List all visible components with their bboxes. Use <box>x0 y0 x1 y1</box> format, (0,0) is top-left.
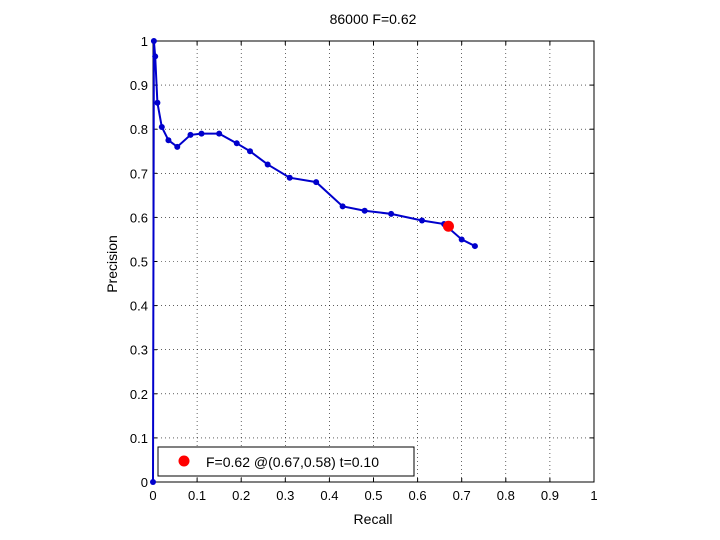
y-tick-label: 0.1 <box>130 431 148 446</box>
x-tick-label: 0.1 <box>188 488 206 503</box>
x-tick-label: 1 <box>590 488 597 503</box>
pr-curve-line <box>152 40 476 483</box>
data-point <box>264 161 271 168</box>
x-tick-label: 0 <box>149 488 156 503</box>
y-tick-label: 0.4 <box>130 299 148 314</box>
x-tick-label: 0.8 <box>497 488 515 503</box>
data-point <box>158 123 165 130</box>
y-tick-label: 0.5 <box>130 255 148 270</box>
data-point <box>247 148 254 155</box>
data-point <box>388 210 395 217</box>
y-tick-label: 0 <box>141 475 148 490</box>
chart-title: 86000 F=0.62 <box>330 11 417 27</box>
data-point <box>458 236 465 243</box>
data-point <box>233 140 240 147</box>
legend-marker <box>178 455 190 467</box>
best-point-group <box>442 220 454 232</box>
x-tick-label: 0.7 <box>453 488 471 503</box>
y-axis-label: Precision <box>104 235 120 293</box>
data-point <box>174 143 181 150</box>
data-point <box>419 217 426 224</box>
x-tick-label: 0.9 <box>541 488 559 503</box>
y-tick-label: 0.6 <box>130 210 148 225</box>
data-point <box>152 53 159 60</box>
data-point <box>471 243 478 250</box>
legend-label: F=0.62 @(0.67,0.58) t=0.10 <box>206 454 379 470</box>
data-point <box>165 137 172 144</box>
x-tick-label: 0.2 <box>232 488 250 503</box>
grid-lines <box>153 41 594 482</box>
data-point <box>198 130 205 137</box>
data-point <box>150 479 156 485</box>
x-tick-label: 0.5 <box>364 488 382 503</box>
x-tick-label: 0.4 <box>320 488 338 503</box>
data-point <box>313 179 320 186</box>
data-point <box>150 38 157 44</box>
data-point <box>216 130 223 137</box>
legend-box <box>157 446 415 477</box>
legend: F=0.62 @(0.67,0.58) t=0.10 <box>157 446 415 477</box>
x-tick-label: 0.6 <box>409 488 427 503</box>
data-point <box>339 203 346 210</box>
y-tick-label: 0.3 <box>130 343 148 358</box>
axis-ticks: 0 0.1 0.2 0.3 0.4 0.5 0.6 0.7 0.8 0.9 1 0 0.1 0.2 0.3 0… <box>130 34 598 503</box>
y-tick-label: 1 <box>141 34 148 49</box>
data-point <box>187 131 194 138</box>
data-point <box>361 207 368 214</box>
best-f-point <box>442 220 454 232</box>
y-tick-label: 0.2 <box>130 387 148 402</box>
y-tick-label: 0.9 <box>130 78 148 93</box>
data-point <box>286 174 293 181</box>
x-axis-label: Recall <box>354 511 393 527</box>
y-tick-label: 0.7 <box>130 166 148 181</box>
y-tick-label: 0.8 <box>130 122 148 137</box>
x-tick-label: 0.3 <box>276 488 294 503</box>
data-point <box>154 99 161 106</box>
